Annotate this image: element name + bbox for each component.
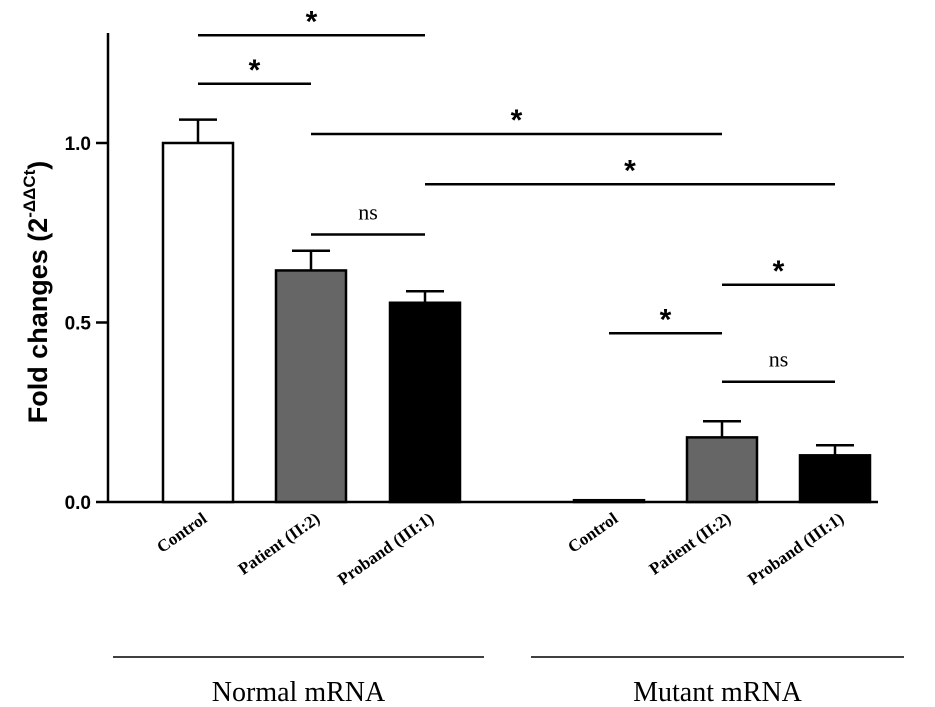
category-label: Control [153,509,210,557]
category-labels: Control Patient (II:2) Proband (III:1) Cont… [153,509,847,589]
significance-label: ns [358,200,378,225]
bar [798,454,872,504]
bar [274,269,348,504]
bar [161,141,235,504]
significance-label: * [624,154,636,187]
group-label: Normal mRNA [212,677,386,707]
category-label: Proband (III:1) [334,509,437,589]
y-tick-label: 0.5 [65,314,92,335]
y-axis-title-main: Fold changes (2 [23,218,53,424]
bar [685,436,759,504]
bar [572,498,646,504]
significance-label: * [306,5,318,38]
significance-label: * [660,303,672,336]
group-labels: Normal mRNA Mutant mRNA [113,656,904,707]
bars [161,118,872,504]
category-label: Control [564,509,621,557]
significance-label: * [773,255,785,288]
y-tick-label: 0.0 [65,493,91,514]
significance-label: ns [769,347,789,372]
y-axis-title-close: ) [23,161,53,170]
y-tick-label: 1.0 [65,134,91,155]
category-label: Patient (II:2) [646,509,735,579]
category-label: Proband (III:1) [744,509,847,589]
significance-label: * [511,104,523,137]
group-label: Mutant mRNA [633,677,803,707]
significance-label: * [249,54,261,87]
y-axis-title: Fold changes (2-ΔΔCt) [20,161,53,424]
bar [388,301,462,504]
significance-annotations: * * * * ns * * ns [198,5,835,383]
y-axis-title-superscript: -ΔΔCt [20,169,39,217]
y-axis-label: Fold changes (2-ΔΔCt) [20,161,53,424]
category-label: Patient (II:2) [235,509,324,579]
